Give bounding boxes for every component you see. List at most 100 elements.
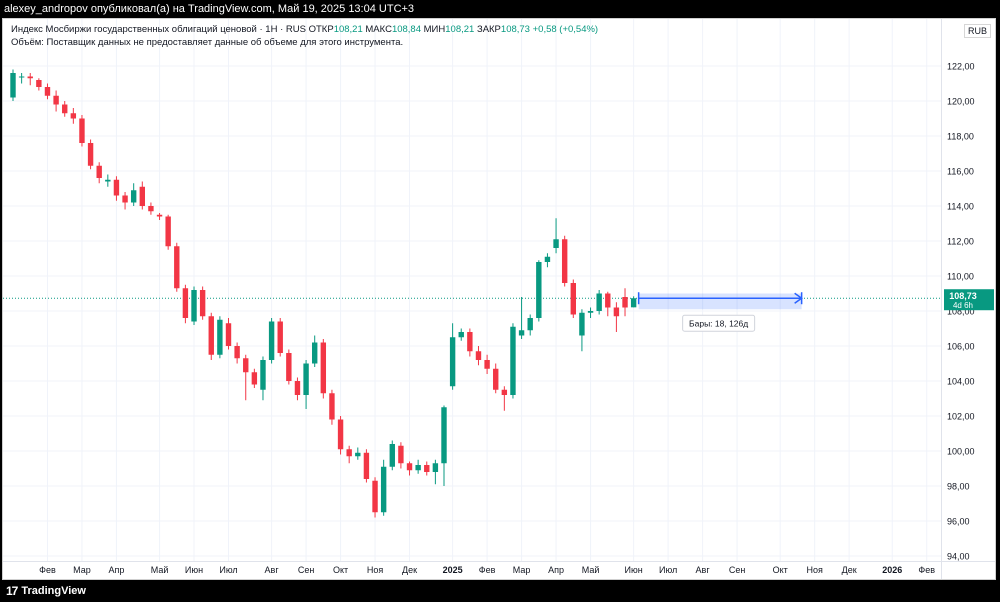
y-tick-label: 104,00 bbox=[947, 377, 975, 387]
publish-header-bar: alexey_andropov опубликовал(а) на Tradin… bbox=[0, 0, 1000, 18]
chart-frame[interactable]: 94,00 96,00 98,00 100,00 102,00 104,00 106,00 1… bbox=[2, 18, 996, 580]
x-tick-label: Фев bbox=[39, 565, 56, 575]
x-tick-label: Фев bbox=[918, 565, 935, 575]
candle-body bbox=[234, 346, 240, 359]
candle-body bbox=[536, 262, 542, 318]
candle-body bbox=[79, 118, 85, 143]
candle-body bbox=[518, 330, 525, 336]
volume-note: Объём: Поставщик данных не предоставляет… bbox=[11, 37, 404, 48]
y-tick-label: 106,00 bbox=[947, 342, 975, 352]
candle-body bbox=[44, 87, 51, 96]
candle-body bbox=[70, 113, 77, 119]
candle-body bbox=[294, 381, 301, 395]
price-chart[interactable]: 94,00 96,00 98,00 100,00 102,00 104,00 106,00 1… bbox=[3, 19, 995, 579]
measure-label-box bbox=[682, 314, 756, 332]
candle-body bbox=[36, 80, 42, 87]
candle-body bbox=[87, 143, 94, 166]
candle-body bbox=[320, 342, 327, 394]
y-tick-label: 102,00 bbox=[947, 412, 975, 422]
x-tick-label: Сен bbox=[729, 565, 746, 575]
x-tick-label: Окт bbox=[333, 565, 348, 575]
x-tick-label: 2026 bbox=[882, 565, 902, 575]
candle-body bbox=[484, 360, 490, 369]
x-tick-label: Окт bbox=[773, 565, 788, 575]
y-tick-label: 100,00 bbox=[947, 447, 975, 457]
publish-line: alexey_andropov опубликовал(а) на Tradin… bbox=[4, 3, 415, 15]
y-tick-label: 120,00 bbox=[947, 97, 975, 107]
y-tick-label: 114,00 bbox=[947, 202, 974, 212]
candle-body bbox=[553, 239, 559, 248]
candle-body bbox=[363, 452, 370, 479]
x-tick-label: Авг bbox=[265, 565, 280, 575]
x-tick-label: Дек bbox=[842, 565, 857, 575]
candle-body bbox=[587, 311, 594, 313]
candle-body bbox=[139, 186, 145, 206]
candle-body bbox=[544, 256, 551, 262]
legend-close-label: ЗАКР bbox=[476, 24, 501, 35]
candle-body bbox=[605, 293, 611, 308]
y-tick-label: 112,00 bbox=[947, 237, 974, 247]
y-tick-label: 108,00 bbox=[947, 307, 975, 317]
candle-body bbox=[432, 463, 439, 472]
candle-body bbox=[268, 321, 275, 360]
x-tick-label: Мар bbox=[73, 565, 91, 575]
candle-body bbox=[62, 104, 68, 114]
candle-body bbox=[458, 332, 464, 338]
x-tick-label: Авг bbox=[696, 565, 711, 575]
candle-body bbox=[122, 195, 128, 203]
candle-body bbox=[303, 363, 309, 395]
candle-body bbox=[380, 466, 387, 513]
candle-body bbox=[337, 419, 344, 450]
candle-body bbox=[53, 95, 59, 105]
candle-body bbox=[630, 298, 637, 308]
x-tick-label: Июн bbox=[185, 565, 203, 575]
tradingview-brand: TradingView bbox=[21, 585, 86, 597]
x-tick-label: Май bbox=[151, 565, 169, 575]
candle-body bbox=[596, 293, 602, 311]
y-tick-label: 110,00 bbox=[947, 272, 974, 282]
candle-body bbox=[355, 452, 361, 457]
candle-body bbox=[389, 444, 395, 467]
candle-body bbox=[217, 319, 223, 355]
x-tick-label: Июн bbox=[625, 565, 643, 575]
candle-body bbox=[18, 76, 25, 78]
candle-body bbox=[622, 297, 628, 308]
candle-body bbox=[174, 246, 180, 289]
candle-body bbox=[406, 463, 413, 471]
candle-body bbox=[243, 358, 249, 373]
y-tick-label: 118,00 bbox=[947, 132, 974, 142]
measure-label: Бары: 18, 126д bbox=[689, 318, 748, 328]
candle-body bbox=[527, 318, 533, 331]
x-tick-label: Сен bbox=[298, 565, 315, 575]
legend-close-value: 108,73 bbox=[500, 24, 530, 35]
candle-body bbox=[199, 290, 206, 317]
x-tick-label: Апр bbox=[108, 565, 124, 575]
y-tick-label: 122,00 bbox=[947, 62, 975, 72]
candle-body bbox=[260, 360, 266, 390]
legend-high-value: 108,84 bbox=[391, 24, 421, 35]
candle-body bbox=[251, 372, 258, 385]
y-tick-label: 116,00 bbox=[947, 167, 974, 177]
candle-body bbox=[105, 179, 111, 182]
legend-open-label: ОТКР bbox=[308, 24, 334, 35]
candle-body bbox=[10, 73, 16, 98]
x-tick-label: Июл bbox=[659, 565, 677, 575]
currency-label[interactable]: RUB bbox=[963, 24, 991, 38]
chart-legend: Индекс Мосбиржи государственных облигаци… bbox=[11, 23, 598, 36]
price-tag-bg bbox=[944, 289, 994, 311]
legend-open-value: 108,21 bbox=[333, 24, 363, 35]
legend-title: Индекс Мосбиржи государственных облигаци… bbox=[11, 24, 306, 35]
candle-body bbox=[277, 321, 283, 353]
candle-body bbox=[441, 407, 447, 464]
x-tick-label: Ноя bbox=[806, 565, 823, 575]
measure-range-box bbox=[638, 293, 802, 310]
candle-body bbox=[27, 76, 33, 79]
x-tick-label: Апр bbox=[548, 565, 564, 575]
candle-body bbox=[148, 206, 154, 212]
y-tick-label: 98,00 bbox=[947, 482, 970, 492]
footer-bar: 17 TradingView bbox=[0, 580, 1000, 602]
candle-body bbox=[372, 480, 378, 513]
candle-body bbox=[156, 214, 163, 217]
candle-body bbox=[165, 216, 171, 247]
tradingview-logo[interactable]: 17 TradingView bbox=[6, 584, 86, 598]
